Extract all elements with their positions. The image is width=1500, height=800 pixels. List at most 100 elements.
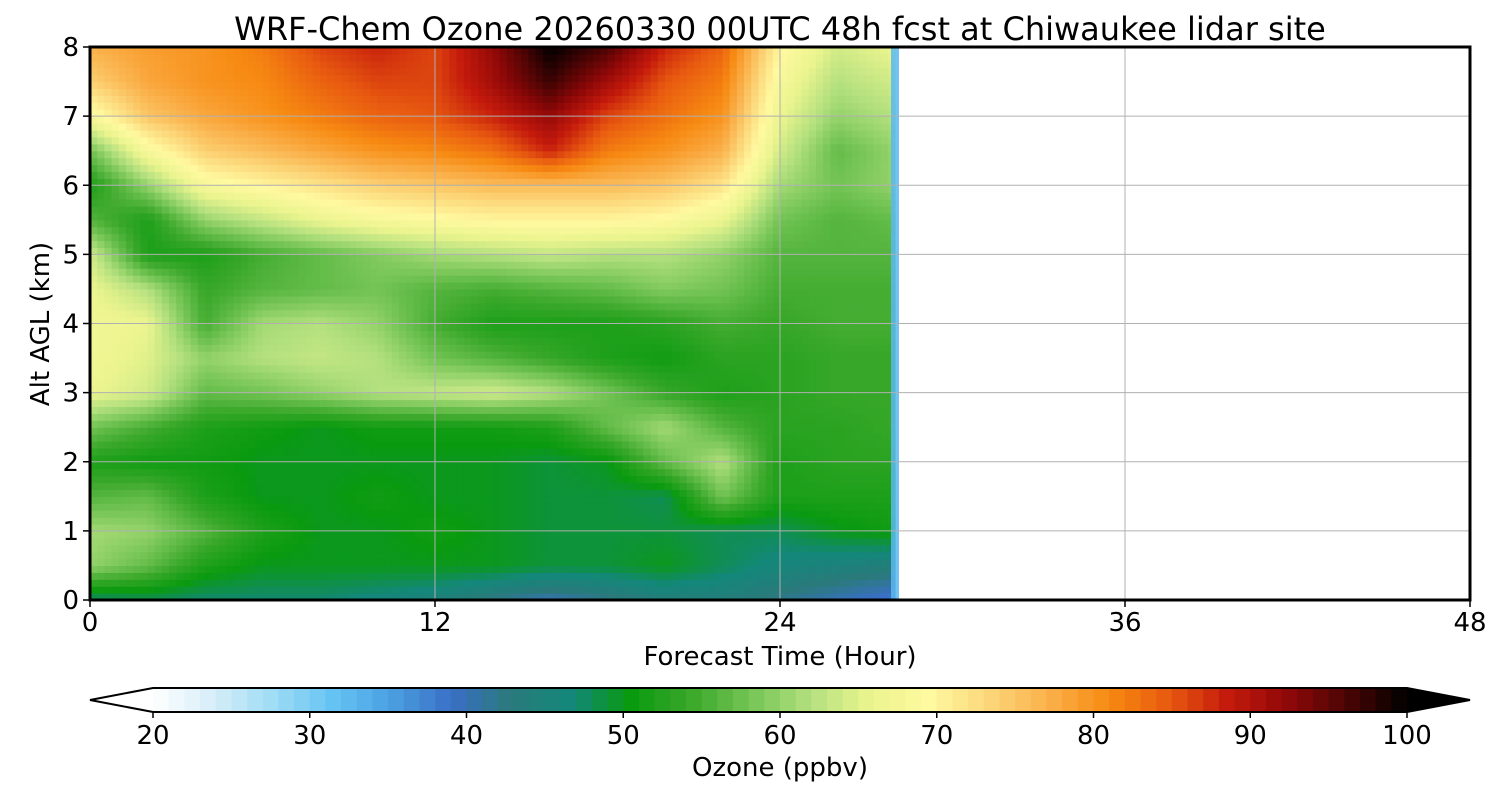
- heatmap-cell: [815, 413, 824, 421]
- heatmap-cell: [226, 406, 235, 414]
- heatmap-cell: [420, 351, 429, 359]
- heatmap-cell: [715, 586, 724, 594]
- heatmap-cell: [866, 551, 875, 560]
- heatmap-cell: [384, 454, 393, 463]
- heatmap-cell: [851, 406, 860, 414]
- heatmap-cell: [485, 454, 494, 463]
- heatmap-cell: [334, 551, 343, 560]
- heatmap-cell: [355, 551, 364, 560]
- heatmap-cell: [866, 530, 875, 539]
- heatmap-cell: [593, 593, 601, 600]
- heatmap-cell: [169, 558, 177, 567]
- heatmap-cell: [463, 427, 472, 435]
- heatmap-cell: [449, 579, 458, 587]
- heatmap-cell: [715, 475, 724, 484]
- heatmap-cell: [578, 427, 587, 435]
- heatmap-cell: [154, 316, 163, 325]
- heatmap-cell: [499, 489, 508, 497]
- heatmap-cell: [233, 351, 242, 359]
- heatmap-cell: [686, 593, 695, 600]
- heatmap-cell: [751, 517, 760, 525]
- heatmap-cell: [593, 551, 601, 560]
- heatmap-cell: [320, 447, 328, 456]
- heatmap-cell: [97, 461, 105, 470]
- heatmap-cell: [406, 461, 415, 470]
- heatmap-cell: [320, 475, 328, 484]
- heatmap-cell: [514, 337, 522, 345]
- heatmap-cell: [176, 572, 185, 580]
- heatmap-cell: [499, 420, 508, 428]
- heatmap-cell: [844, 413, 853, 421]
- heatmap-cell: [413, 551, 422, 560]
- heatmap-cell: [643, 454, 652, 463]
- heatmap-cell: [341, 344, 350, 352]
- heatmap-cell: [514, 482, 522, 490]
- heatmap-cell: [147, 427, 156, 435]
- heatmap-cell: [190, 351, 199, 359]
- heatmap-cell: [815, 510, 824, 518]
- heatmap-cell: [298, 447, 307, 456]
- heatmap-cell: [197, 503, 206, 511]
- heatmap-cell: [708, 316, 716, 325]
- heatmap-cell: [161, 364, 170, 373]
- heatmap-cell: [780, 551, 788, 560]
- heatmap-cell: [377, 330, 386, 338]
- heatmap-cell: [506, 558, 515, 567]
- heatmap-cell: [334, 288, 343, 297]
- heatmap-cell: [514, 351, 522, 359]
- heatmap-cell: [399, 413, 407, 421]
- heatmap-cell: [161, 593, 170, 600]
- heatmap-cell: [183, 392, 192, 401]
- heatmap-cell: [564, 447, 573, 456]
- heatmap-cell: [269, 309, 278, 318]
- heatmap-cell: [133, 510, 141, 518]
- heatmap-cell: [593, 337, 601, 345]
- heatmap-cell: [320, 323, 328, 332]
- heatmap-cell: [427, 316, 436, 325]
- heatmap-cell: [621, 441, 630, 449]
- heatmap-cell: [154, 427, 163, 435]
- heatmap-cell: [97, 551, 105, 560]
- heatmap-cell: [161, 330, 170, 338]
- heatmap-cell: [751, 295, 760, 304]
- heatmap-cell: [334, 323, 343, 332]
- heatmap-cell: [736, 344, 745, 352]
- heatmap-cell: [715, 358, 724, 366]
- heatmap-cell: [269, 288, 278, 297]
- heatmap-cell: [780, 385, 788, 394]
- heatmap-cell: [844, 482, 853, 490]
- heatmap-cell: [276, 323, 285, 332]
- heatmap-cell: [758, 489, 767, 497]
- heatmap-cell: [851, 420, 860, 428]
- heatmap-cell: [514, 295, 522, 304]
- heatmap-cell: [355, 330, 364, 338]
- heatmap-cell: [844, 593, 853, 600]
- heatmap-cell: [420, 295, 429, 304]
- heatmap-cell: [715, 503, 724, 511]
- heatmap-cell: [384, 482, 393, 490]
- heatmap-cell: [384, 461, 393, 470]
- heatmap-cell: [327, 288, 335, 297]
- heatmap-cell: [133, 378, 141, 387]
- heatmap-cell: [506, 413, 515, 421]
- heatmap-cell: [557, 344, 565, 352]
- heatmap-cell: [514, 530, 522, 539]
- heatmap-cell: [744, 434, 752, 442]
- heatmap-cell: [269, 503, 278, 511]
- heatmap-cell: [233, 330, 242, 338]
- heatmap-cell: [212, 482, 220, 490]
- heatmap-cell: [456, 565, 465, 573]
- heatmap-cell: [104, 523, 113, 532]
- heatmap-cell: [679, 364, 688, 373]
- heatmap-cell: [363, 420, 371, 428]
- heatmap-cell: [312, 371, 321, 380]
- heatmap-cell: [866, 572, 875, 580]
- heatmap-cell: [255, 406, 264, 414]
- heatmap-cell: [240, 337, 249, 345]
- heatmap-cell: [621, 364, 630, 373]
- heatmap-cell: [97, 579, 105, 587]
- heatmap-cell: [176, 579, 185, 587]
- heatmap-cell: [384, 358, 393, 366]
- heatmap-cell: [205, 517, 213, 525]
- heatmap-cell: [866, 544, 875, 553]
